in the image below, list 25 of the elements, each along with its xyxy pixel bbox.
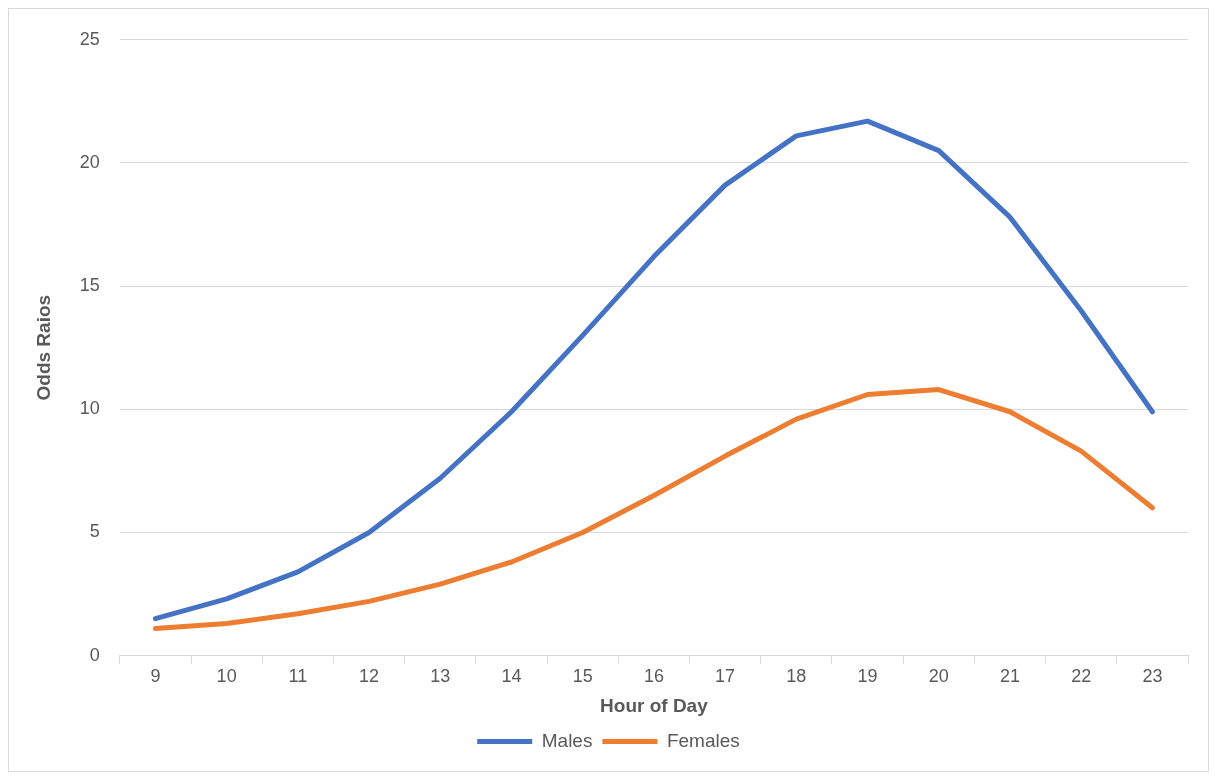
x-tick-label: 14: [501, 666, 522, 687]
x-axis-title: Hour of Day: [600, 694, 709, 716]
y-tick-label: 0: [89, 644, 100, 665]
x-tick-label: 17: [715, 666, 736, 687]
y-tick-label: 10: [79, 398, 100, 419]
x-tick-label: 13: [430, 666, 451, 687]
x-tick-label: 22: [1071, 666, 1092, 687]
x-tick-label: 18: [786, 666, 807, 687]
x-tick-label: 12: [359, 666, 380, 687]
x-tick-label: 20: [928, 666, 949, 687]
x-tick-label: 16: [643, 666, 664, 687]
legend-label: Females: [666, 729, 740, 751]
y-tick-label: 25: [79, 28, 100, 49]
x-tick-label: 19: [857, 666, 878, 687]
y-tick-label: 20: [79, 151, 100, 172]
x-tick-label: 9: [150, 666, 161, 687]
y-tick-label: 15: [79, 275, 100, 296]
x-tick-label: 10: [216, 666, 237, 687]
x-tick-label: 23: [1142, 666, 1163, 687]
legend-label: Males: [541, 729, 593, 751]
x-tick-label: 21: [999, 666, 1020, 687]
y-axis-title: Odds Raios: [32, 294, 54, 401]
x-tick-label: 11: [288, 666, 308, 687]
y-tick-label: 5: [89, 521, 100, 542]
x-tick-label: 15: [572, 666, 593, 687]
